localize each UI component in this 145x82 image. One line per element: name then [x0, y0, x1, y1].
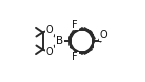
Text: B: B [56, 36, 63, 46]
Text: O: O [45, 25, 53, 35]
Text: O: O [45, 47, 53, 57]
Text: O: O [99, 30, 107, 40]
Text: F: F [72, 20, 78, 30]
Text: F: F [72, 52, 78, 62]
